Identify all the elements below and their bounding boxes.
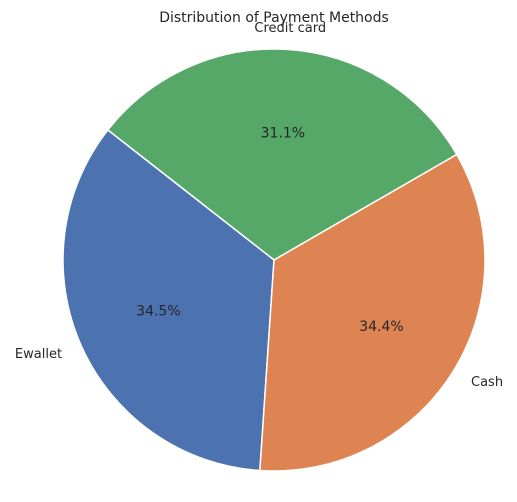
slice-label: Credit card [254, 21, 326, 36]
slice-label: Cash [471, 375, 503, 390]
chart-title: Distribution of Payment Methods [159, 10, 389, 26]
pie-slice-credit-card [107, 48, 458, 261]
pie-slices [62, 48, 486, 472]
slice-label: Ewallet [15, 347, 62, 362]
slice-percent-label: 34.5% [136, 304, 180, 320]
pie-labels: Credit card 31.1% Ewallet 34.5% Cash 34.4% [15, 21, 503, 390]
pie-slice-cash [259, 153, 486, 472]
slice-percent-label: 31.1% [261, 126, 305, 142]
pie-slice-ewallet [62, 129, 275, 472]
slice-percent-label: 34.4% [359, 319, 403, 335]
